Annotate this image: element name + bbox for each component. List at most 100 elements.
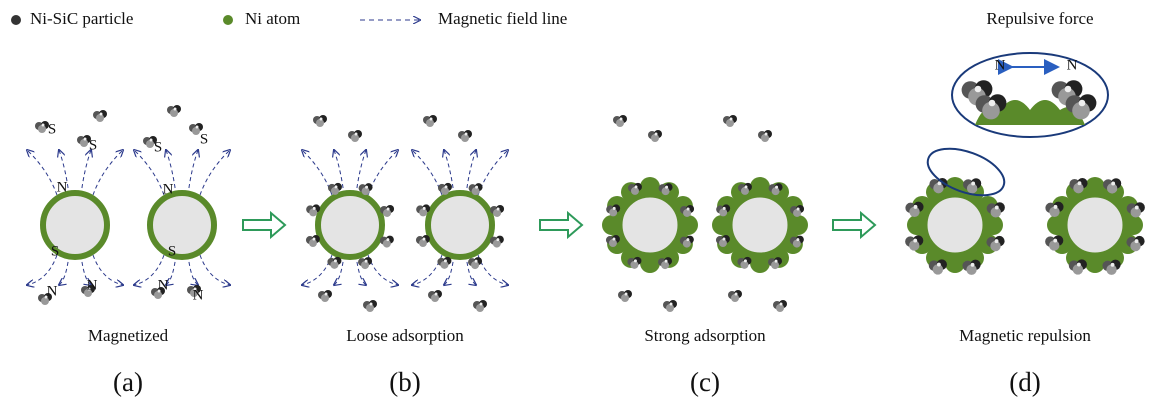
particle-part	[146, 140, 154, 148]
particle-part	[493, 240, 501, 248]
ni-sic-particle	[428, 290, 442, 302]
field-line	[412, 255, 442, 285]
pole-label: S	[154, 139, 162, 155]
particle-part	[440, 261, 448, 269]
panel-letter: (a)	[113, 367, 143, 397]
ni-sic-particle	[728, 290, 742, 302]
particle-part	[625, 293, 628, 296]
field-line	[478, 255, 508, 285]
ni-sic-particle	[723, 115, 737, 127]
pole-label: N	[1067, 57, 1078, 73]
particle-part	[726, 119, 734, 127]
particle-part	[419, 239, 427, 247]
process-arrow	[540, 213, 582, 237]
ni-sic-particle	[348, 130, 362, 142]
particle-part	[493, 209, 501, 217]
ni-sic-particle	[648, 130, 662, 142]
particle-part	[630, 261, 638, 269]
field-line	[200, 255, 230, 285]
particle-part	[334, 259, 337, 262]
particle-part	[686, 238, 689, 241]
particle-part	[365, 260, 368, 263]
particle-part	[722, 238, 725, 241]
particle-part	[1135, 206, 1139, 210]
particle-part	[665, 186, 668, 189]
particle-part	[430, 118, 433, 121]
ni-sic-particle	[327, 257, 341, 269]
particle-part	[971, 263, 975, 267]
field-line	[188, 150, 198, 195]
particle-part	[475, 260, 478, 263]
ni-sic-particle	[758, 130, 772, 142]
pole-label: N	[47, 283, 58, 299]
panel-caption: Magnetic repulsion	[959, 326, 1091, 345]
particle-part	[423, 207, 426, 210]
particle-part	[683, 240, 691, 248]
particle-part	[475, 186, 478, 189]
particle-part	[419, 208, 427, 216]
field-line	[27, 150, 57, 195]
particle-part	[383, 209, 391, 217]
particle-part	[465, 133, 468, 136]
ni-sic-particle	[773, 300, 787, 312]
particle-part	[496, 238, 499, 241]
particle-part	[471, 261, 479, 269]
field-line	[368, 255, 398, 285]
particle-part	[772, 187, 780, 195]
pole-label: N	[87, 277, 98, 293]
legend-particle-icon	[11, 15, 21, 25]
field-line	[368, 150, 398, 195]
ni-sic-particle	[962, 260, 980, 275]
particle-part	[309, 239, 317, 247]
ni-sic-particle	[490, 236, 504, 248]
particle-part	[313, 207, 316, 210]
particle-part	[609, 208, 617, 216]
particle-part	[1079, 100, 1086, 107]
particle-part	[631, 187, 639, 195]
ni-sic-particle	[1069, 259, 1087, 274]
particle-part	[796, 238, 799, 241]
particle-part	[719, 239, 727, 247]
field-line	[134, 150, 164, 195]
particle-part	[366, 304, 374, 312]
process-arrow	[833, 213, 875, 237]
particle-part	[765, 133, 768, 136]
particle-part	[995, 206, 999, 210]
particle-part	[355, 133, 358, 136]
particle-part	[1135, 239, 1139, 243]
ni-sic-particle	[613, 115, 627, 127]
field-line	[302, 255, 332, 285]
particle-part	[325, 293, 328, 296]
particle-part	[386, 238, 389, 241]
field-line	[200, 150, 230, 195]
pole-label: N	[193, 287, 204, 303]
ni-sic-particle	[306, 235, 320, 247]
particle-part	[634, 259, 637, 262]
ni-sic-particle	[358, 257, 372, 269]
particle-part	[744, 185, 747, 188]
ni-sic-particle	[167, 105, 181, 117]
particle-part	[937, 263, 941, 267]
particle-part	[609, 239, 617, 247]
legend: Ni-SiC particle Ni atom Magnetic field l…	[11, 9, 567, 28]
particle-part	[441, 187, 449, 195]
ni-sic-particle	[423, 115, 437, 127]
ni-sic-particle	[473, 300, 487, 312]
cathode-particle	[318, 193, 382, 257]
particle-part	[365, 186, 368, 189]
particle-part	[422, 238, 425, 241]
cathode-particle	[728, 193, 792, 257]
particle-part	[334, 185, 337, 188]
particle-part	[730, 118, 733, 121]
particle-part	[776, 304, 784, 312]
drawing: SSSSNNSSNNNNMagnetized(a)Loose adsorptio…	[27, 53, 1145, 397]
particle-part	[616, 119, 624, 127]
field-line	[93, 255, 123, 285]
field-line	[27, 255, 57, 285]
particle-part	[771, 261, 779, 269]
particle-part	[621, 294, 629, 302]
ni-sic-particle	[416, 235, 430, 247]
particle-part	[80, 139, 88, 147]
particle-part	[431, 294, 439, 302]
particle-part	[174, 108, 177, 111]
